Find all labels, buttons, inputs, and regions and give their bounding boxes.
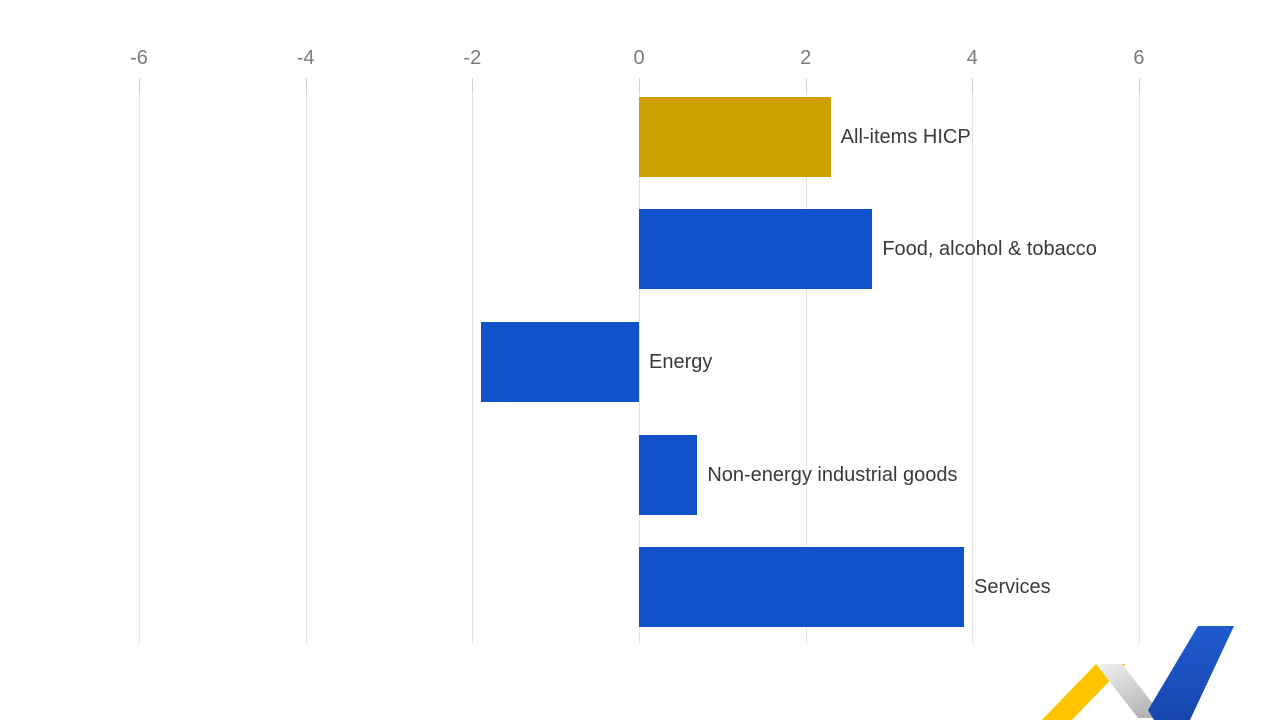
bar-all-items-hicp bbox=[639, 96, 831, 177]
axis-tick bbox=[139, 78, 140, 93]
logo-gray-band bbox=[1096, 664, 1164, 718]
gridline bbox=[639, 78, 640, 644]
bar-food-alcohol-tobacco bbox=[639, 209, 873, 290]
gridline bbox=[1138, 78, 1140, 644]
x-axis-tick-label: 2 bbox=[800, 47, 812, 69]
x-axis-tick-label: -4 bbox=[296, 47, 315, 69]
x-axis-tick-label: -6 bbox=[130, 47, 148, 69]
axis-tick bbox=[472, 78, 474, 93]
bar-label: Non-energy industrial goods bbox=[707, 463, 958, 486]
x-axis-tick-label: -2 bbox=[463, 47, 482, 69]
logo-blue-band bbox=[1148, 626, 1234, 720]
x-axis-tick-label: 0 bbox=[633, 47, 645, 69]
x-axis-tick-label: 6 bbox=[1133, 47, 1145, 69]
bar-energy bbox=[480, 322, 639, 402]
bar-non-energy-industrial-goods bbox=[639, 434, 698, 515]
gridline bbox=[305, 78, 307, 644]
x-axis-tick-label: 4 bbox=[966, 47, 978, 69]
axis-tick bbox=[972, 78, 974, 93]
axis-tick bbox=[305, 78, 307, 93]
bar-services bbox=[639, 547, 964, 628]
bar-label: All-items HICP bbox=[840, 125, 971, 148]
axis-tick bbox=[805, 78, 807, 93]
zigzag-check-logo bbox=[1041, 626, 1234, 720]
gridline bbox=[805, 78, 807, 644]
gridline bbox=[972, 78, 974, 644]
gridline bbox=[139, 78, 140, 644]
axis-tick bbox=[1138, 78, 1140, 93]
axis-tick bbox=[639, 78, 640, 93]
bar-label: Services bbox=[973, 576, 1051, 599]
bar-label: Food, alcohol & tobacco bbox=[882, 238, 1097, 261]
logo-yellow-band bbox=[1041, 664, 1126, 720]
bar-label: Energy bbox=[649, 351, 713, 373]
gridline bbox=[472, 78, 474, 644]
